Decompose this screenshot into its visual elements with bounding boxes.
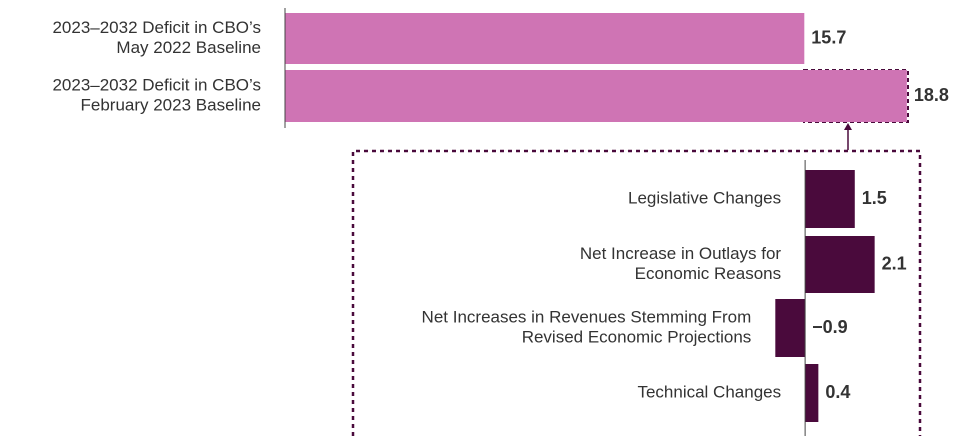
value-label: 2.1 — [882, 253, 907, 273]
arrow-head — [844, 123, 852, 130]
bar — [285, 70, 907, 122]
breakdown-box — [351, 149, 922, 436]
category-label: Technical Changes — [637, 382, 781, 401]
value-label: 15.7 — [811, 27, 846, 47]
category-label: February 2023 Baseline — [80, 95, 261, 114]
bar — [805, 170, 855, 228]
category-label: May 2022 Baseline — [116, 38, 261, 57]
value-label: −0.9 — [812, 317, 848, 337]
category-label: Net Increases in Revenues Stemming From — [422, 307, 752, 326]
category-label: 2023–2032 Deficit in CBO’s — [52, 75, 261, 94]
value-label: 1.5 — [862, 188, 887, 208]
category-label: 2023–2032 Deficit in CBO’s — [52, 18, 261, 37]
value-label: 18.8 — [914, 85, 949, 105]
bar — [805, 236, 875, 293]
category-label: Economic Reasons — [635, 264, 781, 283]
bar — [285, 13, 805, 64]
value-label: 0.4 — [825, 382, 850, 402]
bar — [805, 364, 819, 422]
category-label: Net Increase in Outlays for — [580, 244, 782, 263]
category-label: Legislative Changes — [628, 188, 781, 207]
category-label: Revised Economic Projections — [522, 327, 752, 346]
bar — [775, 299, 806, 357]
